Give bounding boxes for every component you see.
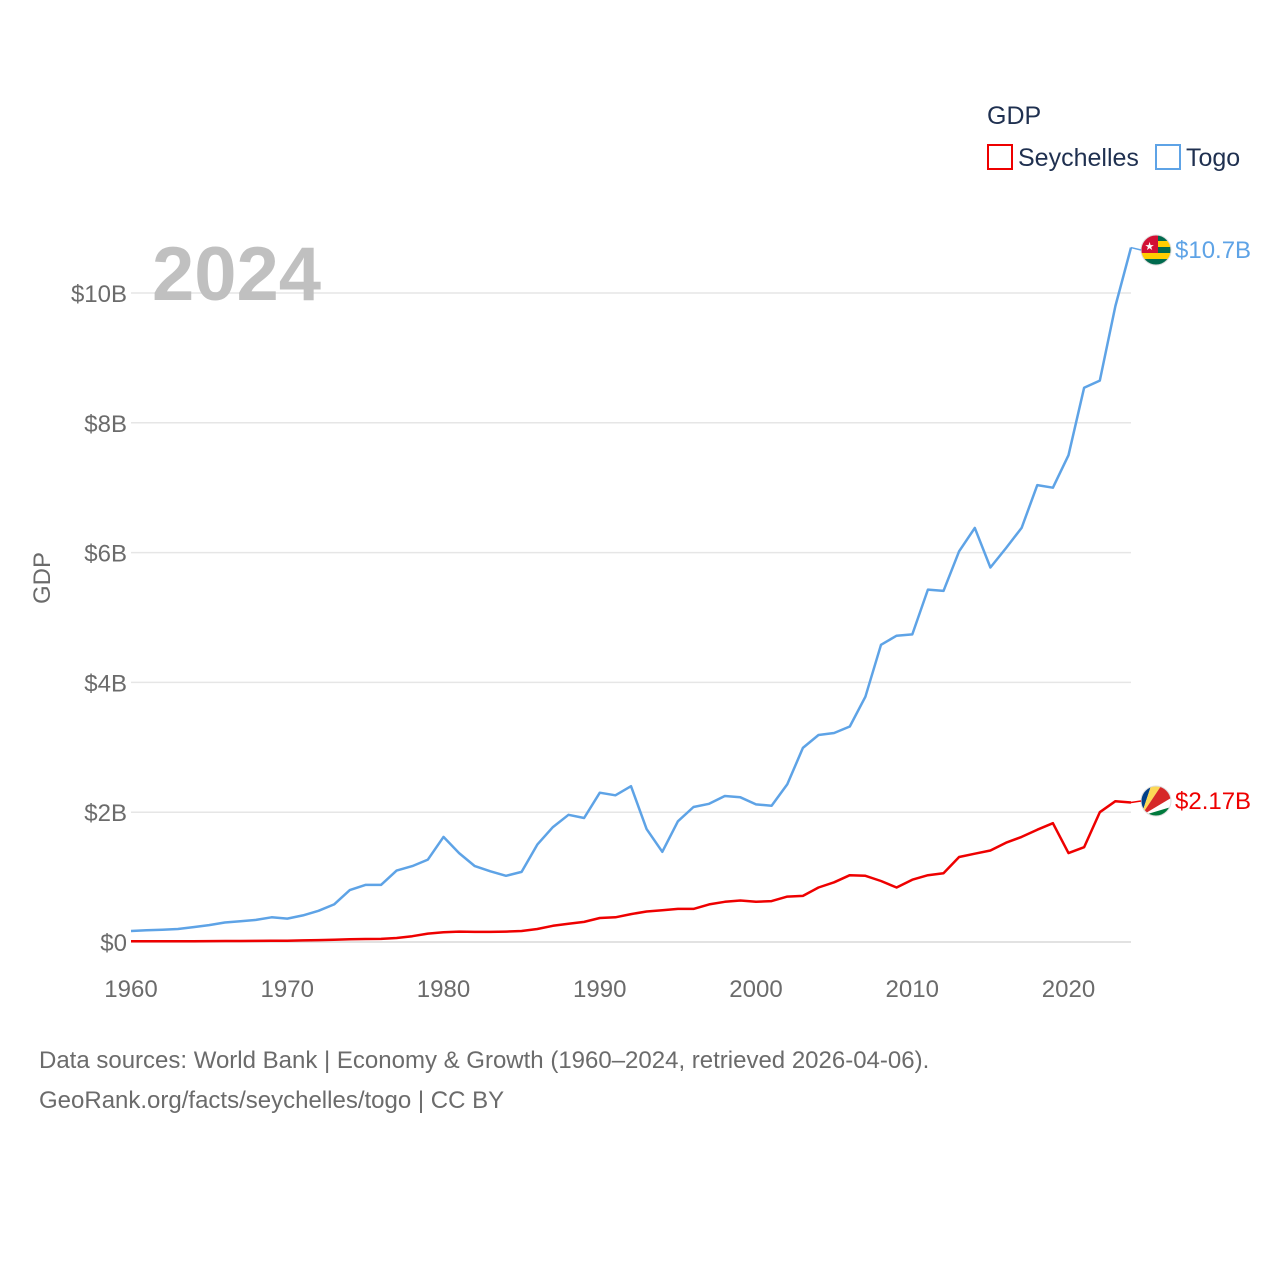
series-lines	[130, 247, 1133, 943]
end-label-togo: $10.7B	[1175, 237, 1251, 264]
end-connector-seychelles	[1130, 800, 1142, 804]
x-tick-label: 2010	[886, 976, 939, 1003]
x-tick-label: 1960	[104, 976, 157, 1003]
y-axis-ticks: $0 $2B $4B $6B $8B $10B	[71, 281, 127, 957]
source-line-1: Data sources: World Bank | Economy & Gro…	[39, 1047, 929, 1074]
x-axis-ticks: 1960 1970 1980 1990 2000 2010 2020	[104, 976, 1095, 1003]
x-tick-label: 1990	[573, 976, 626, 1003]
series-line-seychelles[interactable]	[131, 799, 1132, 943]
x-tick-label: 2000	[729, 976, 782, 1003]
series-line-togo[interactable]	[130, 247, 1133, 933]
gridlines	[131, 292, 1131, 943]
legend-label-seychelles: Seychelles	[1018, 144, 1139, 172]
y-tick-label: $8B	[84, 411, 127, 438]
legend-label-togo: Togo	[1186, 144, 1240, 172]
legend-title: GDP	[987, 102, 1041, 130]
y-tick-label: $4B	[84, 670, 127, 697]
x-tick-label: 2020	[1042, 976, 1095, 1003]
end-connector-togo	[1130, 246, 1142, 251]
year-label: 2024	[152, 232, 321, 317]
x-tick-label: 1980	[417, 976, 470, 1003]
source-line-2: GeoRank.org/facts/seychelles/togo | CC B…	[39, 1087, 504, 1114]
legend-swatch-seychelles	[987, 144, 1013, 170]
y-tick-label: $10B	[71, 281, 127, 308]
end-label-seychelles: $2.17B	[1175, 788, 1251, 815]
legend-item-togo[interactable]: Togo	[1155, 144, 1240, 172]
legend-item-seychelles[interactable]: Seychelles	[987, 144, 1139, 172]
y-tick-label: $6B	[84, 541, 127, 568]
end-labels: $10.7B $2.17B	[1130, 237, 1251, 815]
y-tick-label: $2B	[84, 800, 127, 827]
legend-swatch-togo	[1155, 144, 1181, 170]
x-tick-label: 1970	[261, 976, 314, 1003]
svg-text:★: ★	[1145, 241, 1155, 253]
y-tick-label: $0	[100, 930, 127, 957]
y-axis-title: GDP	[29, 552, 56, 604]
legend: GDP Seychelles Togo	[987, 102, 1240, 172]
